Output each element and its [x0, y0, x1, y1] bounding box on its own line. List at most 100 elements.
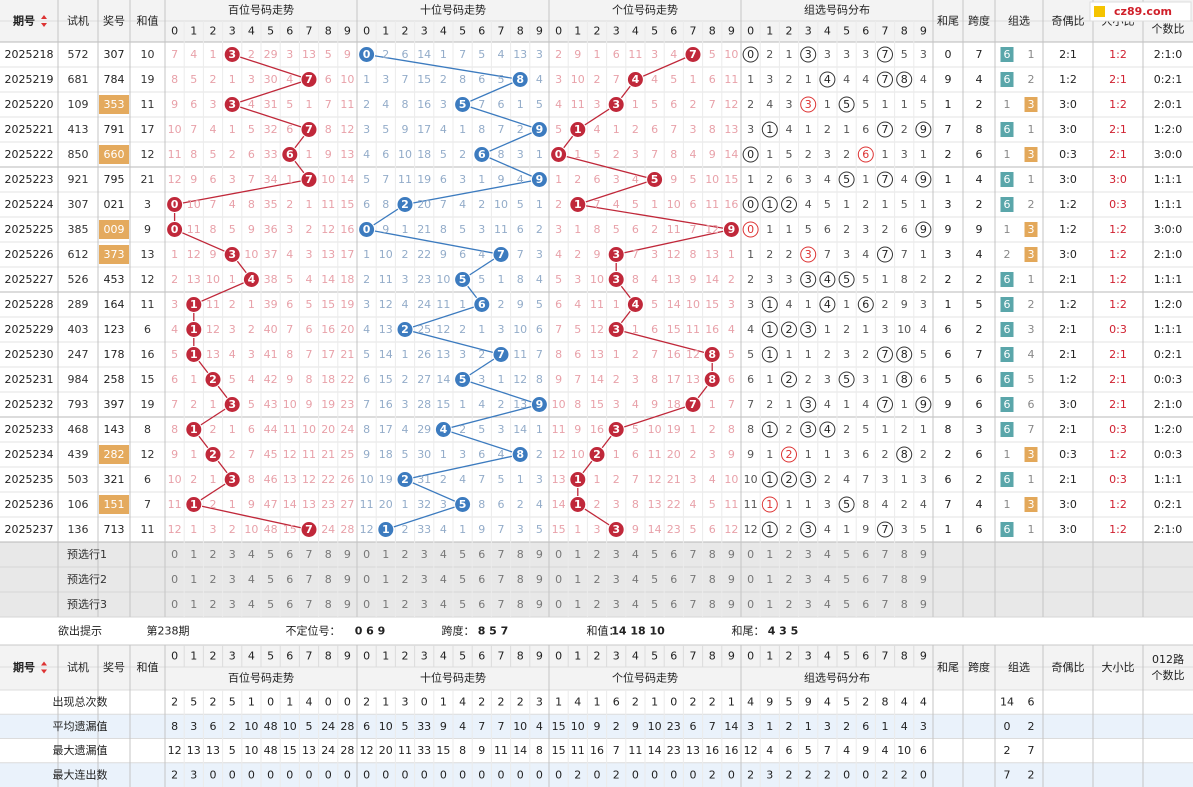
big-small: 1:2	[1109, 523, 1127, 536]
miss-value: 2	[459, 148, 466, 161]
miss-value: 6	[690, 198, 697, 211]
sum-tail: 7	[945, 498, 952, 511]
logo-icon	[1094, 6, 1105, 17]
miss-value: 2	[229, 298, 236, 311]
group-type-hit	[1000, 272, 1014, 287]
span: 2	[976, 198, 983, 211]
test-number: 850	[68, 148, 89, 161]
miss-value: 2	[747, 273, 754, 286]
hit-ball	[607, 521, 625, 538]
miss-value: 14	[667, 298, 681, 311]
stats-value: 14	[724, 720, 738, 733]
miss-value: 1	[574, 523, 581, 536]
miss-value: 10	[168, 473, 182, 486]
miss-value: 7	[286, 323, 293, 336]
miss-value: 3	[651, 248, 658, 261]
sum: 12	[141, 448, 155, 461]
miss-value: 2	[517, 498, 524, 511]
hit-ball	[204, 446, 222, 463]
miss-value: 6	[440, 173, 447, 186]
preselect-digit: 0	[747, 548, 754, 561]
preselect-digit: 7	[882, 548, 889, 561]
stats-value: 2	[171, 696, 178, 709]
stats-value: 28	[340, 744, 354, 757]
hit-number: 2	[401, 323, 409, 336]
stats-value: 9	[862, 744, 869, 757]
preselect-digit: 7	[498, 548, 505, 561]
odd-even: 2:1	[1059, 323, 1077, 336]
group-hit	[742, 146, 759, 163]
miss-value: 13	[724, 123, 738, 136]
miss-value: 11	[436, 298, 450, 311]
stats-value: 24	[321, 720, 335, 733]
miss-value: 8	[555, 348, 562, 361]
miss-value: 14	[590, 373, 604, 386]
stats-value: 0	[690, 768, 697, 781]
miss-value: 2	[229, 523, 236, 536]
period: 2025231	[5, 373, 54, 386]
preselect-digit: 3	[421, 598, 428, 611]
miss-value: 15	[283, 523, 297, 536]
digit-header: 3	[805, 25, 812, 38]
digit-header: 6	[286, 25, 293, 38]
miss-value: 7	[248, 173, 255, 186]
miss-value: 1	[478, 323, 485, 336]
miss-value: 6	[594, 173, 601, 186]
hit-number: 6	[478, 148, 486, 161]
sum-tail: 6	[945, 323, 952, 336]
miss-value: 7	[632, 248, 639, 261]
test-number: 106	[68, 498, 89, 511]
odd-even: 1:2	[1059, 223, 1077, 236]
miss-value: 1	[805, 298, 812, 311]
miss-value: 10	[571, 73, 585, 86]
stats-value: 8	[459, 744, 466, 757]
miss-value: 5	[670, 73, 677, 86]
miss-value: 3	[843, 348, 850, 361]
miss-value: 46	[264, 473, 278, 486]
digit-header: 9	[536, 25, 543, 38]
group-type: 2	[1028, 298, 1035, 311]
miss-value: 11	[590, 298, 604, 311]
preselect-digit: 9	[920, 573, 927, 586]
stats-value: 23	[667, 720, 681, 733]
miss-value: 40	[264, 323, 278, 336]
miss-value: 13	[552, 473, 566, 486]
preselect-digit: 9	[536, 598, 543, 611]
miss-value: 5	[325, 48, 332, 61]
road-012: 3:0:0	[1154, 148, 1182, 161]
hit-ball	[204, 371, 222, 388]
digit-header: 2	[786, 650, 793, 663]
miss-value: 8	[248, 473, 255, 486]
miss-value: 5	[402, 448, 409, 461]
preselect-digit: 3	[613, 573, 620, 586]
hit-ball	[492, 346, 510, 363]
preselect-digit: 7	[690, 548, 697, 561]
sum-tail: 1	[945, 298, 952, 311]
road-012: 1:1:1	[1154, 173, 1182, 186]
group-type: 3	[1028, 223, 1035, 236]
hit-number: 2	[593, 448, 601, 461]
miss-value: 1	[882, 423, 889, 436]
miss-value: 1	[728, 248, 735, 261]
group-hit	[896, 346, 913, 363]
miss-value: 19	[321, 398, 335, 411]
column-header: 期号	[13, 660, 35, 674]
group-hit-number: 9	[920, 173, 927, 186]
miss-value: 3	[651, 48, 658, 61]
stats-value: 5	[229, 696, 236, 709]
group-type-hit	[1000, 372, 1014, 387]
stats-value: 0	[459, 768, 466, 781]
miss-value: 2	[613, 473, 620, 486]
miss-value: 6	[824, 223, 831, 236]
group-hit	[800, 271, 817, 288]
miss-value: 1	[498, 373, 505, 386]
miss-value: 3	[286, 48, 293, 61]
miss-value: 42	[264, 373, 278, 386]
miss-value: 9	[498, 173, 505, 186]
miss-value: 2	[229, 148, 236, 161]
miss-value: 1	[766, 373, 773, 386]
stats-value: 0	[306, 768, 313, 781]
big-small: 2:1	[1109, 398, 1127, 411]
miss-value: 2	[766, 398, 773, 411]
miss-value: 6	[555, 298, 562, 311]
